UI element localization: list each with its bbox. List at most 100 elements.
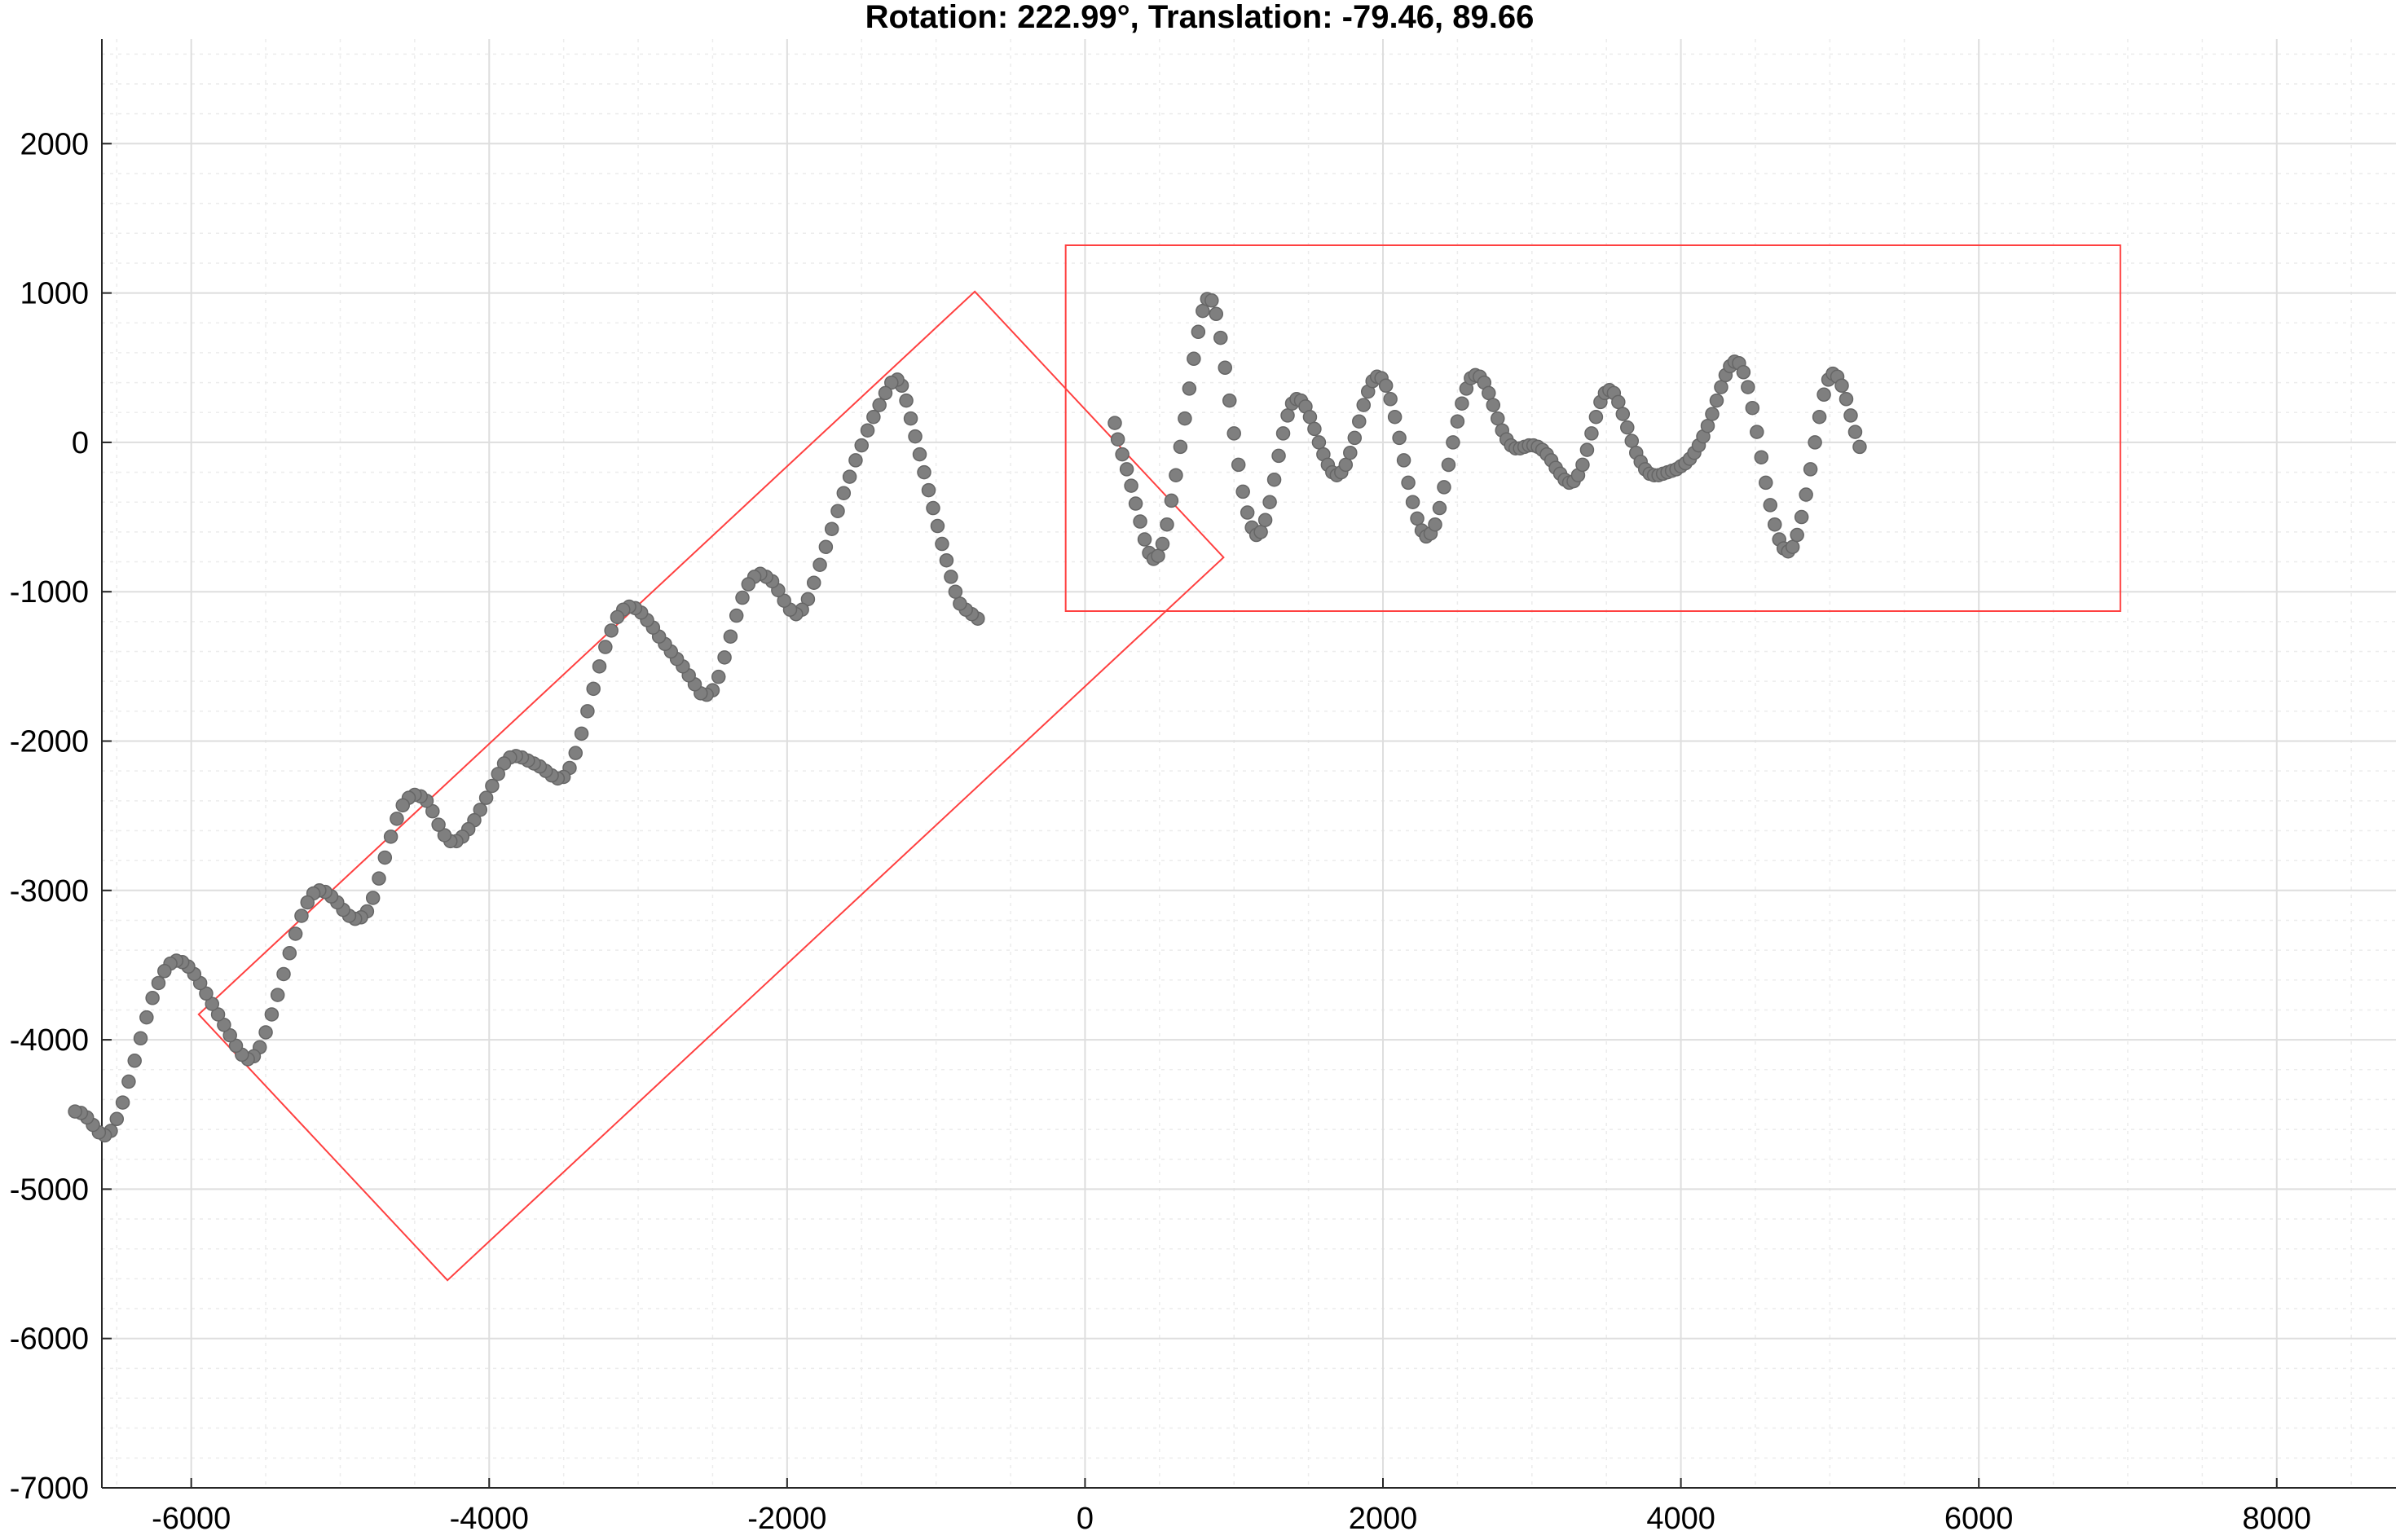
data-point [1611,394,1626,410]
data-point [390,812,404,826]
data-point [1575,457,1590,473]
data-point [604,623,619,638]
data-point [1124,478,1138,493]
y-tick-label: -1000 [10,575,89,609]
data-point [1450,414,1465,429]
data-point [145,991,160,1005]
data-point [1226,426,1241,441]
data-point [1705,407,1720,421]
data-point [1311,435,1327,450]
data-point [592,659,607,674]
data-point [1178,411,1192,426]
data-point [1741,380,1755,394]
data-point [1128,496,1143,511]
data-point [294,909,309,923]
data-point [1785,539,1800,554]
data-point [836,486,852,500]
data-point [1137,532,1152,547]
data-point [473,803,488,817]
data-point [729,608,744,623]
data-point [818,539,834,554]
data-point [860,423,875,438]
data-point [1817,387,1831,403]
data-point [139,1010,154,1025]
data-point [258,1025,273,1040]
data-point [717,650,732,665]
data-point [115,1095,130,1110]
data-point [568,746,583,760]
data-point [1108,416,1122,430]
y-tick-labels: 2000 1000 0 -1000 -2000 -3000 -4000 -5000 -6000 -… [10,127,89,1506]
data-point [1768,517,1782,532]
original-box [1064,244,2121,613]
data-point [842,469,857,484]
data-point [917,464,931,480]
data-point [485,778,500,794]
y-tick-label: -4000 [10,1023,89,1058]
data-point [1257,513,1273,527]
data-point [921,482,936,498]
data-point [953,596,967,611]
data-point [1799,487,1813,502]
data-point [1240,505,1255,520]
data-point [830,504,845,518]
data-point [1763,498,1778,513]
data-point [1839,392,1854,407]
data-point [935,536,949,552]
data-point [1173,439,1188,455]
data-point [1482,385,1496,401]
data-point [1486,398,1501,412]
data-point [1620,420,1635,435]
x-tick-labels: -6000 -4000 -2000 0 2000 4000 6000 8000 [152,1502,2311,1536]
data-point [580,704,595,719]
data-point [133,1031,148,1046]
data-point [1812,409,1827,425]
data-point [944,570,958,584]
x-tick-label: -2000 [747,1502,826,1536]
data-point [437,828,452,843]
x-tick-label: 4000 [1646,1502,1715,1536]
y-tick-label: 0 [72,426,89,460]
data-point [948,584,963,599]
data-point [1155,536,1170,552]
data-point [365,891,381,905]
data-point [1584,426,1599,441]
data-point [1352,414,1367,429]
data-point [377,850,393,865]
data-point [1754,450,1769,464]
data-point [68,1104,82,1119]
data-point [372,871,386,886]
data-point [478,790,494,805]
data-point [1378,378,1394,394]
data-point [598,640,613,654]
data-point [1110,432,1125,447]
data-point [276,966,291,982]
x-tick-label: -6000 [152,1502,231,1536]
data-point [1280,408,1295,423]
data-point [1410,511,1425,526]
data-point [1808,435,1822,450]
data-point [205,997,220,1011]
data-point [848,453,863,468]
data-point [1271,448,1286,464]
data-point [1231,457,1246,473]
data-point [109,1111,125,1127]
data-point [1182,381,1197,396]
data-point [425,803,440,819]
data-point [1213,330,1228,345]
data-point [151,975,166,991]
data-point [222,1027,237,1043]
data-point [908,429,923,444]
data-point [899,393,914,408]
data-point [1347,430,1363,446]
data-point [1736,365,1751,380]
data-point [1579,442,1595,457]
data-point [288,926,303,941]
data-point [491,767,505,781]
data-point [610,609,625,625]
data-point [586,681,601,697]
axes [101,39,2396,1489]
data-point [1115,447,1130,462]
